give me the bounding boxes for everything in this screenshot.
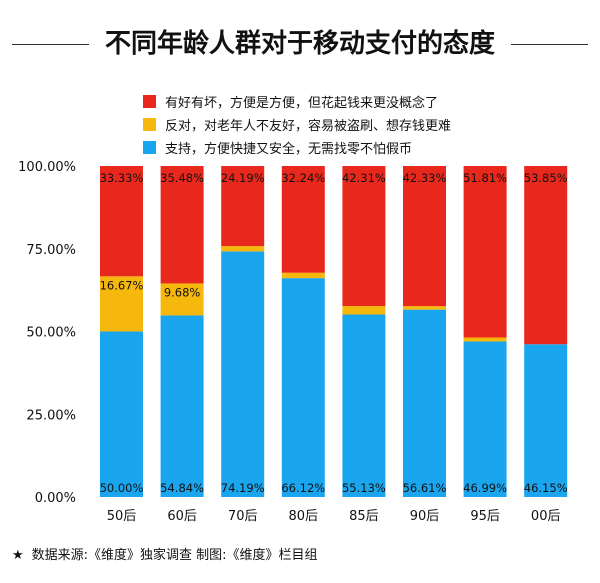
bar-segment bbox=[403, 309, 446, 497]
bar-segment bbox=[524, 166, 568, 345]
data-label: 9.68% bbox=[164, 285, 201, 299]
bar-segment bbox=[160, 315, 204, 497]
y-tick-label: 50.00% bbox=[26, 326, 76, 341]
y-tick-label: 0.00% bbox=[35, 491, 76, 506]
y-tick-label: 25.00% bbox=[26, 408, 76, 423]
data-label: 51.81% bbox=[463, 171, 507, 185]
data-label: 55.13% bbox=[342, 481, 386, 495]
chart-legend: 有好有坏，方便是方便，但花起钱来更没概念了 反对，对老年人不友好，容易被盗刷、想存… bbox=[143, 90, 451, 159]
data-label: 24.19% bbox=[221, 171, 265, 185]
bar-segment bbox=[463, 337, 507, 342]
legend-item: 反对，对老年人不友好，容易被盗刷、想存钱更难 bbox=[143, 113, 451, 136]
x-tick-label: 80后 bbox=[289, 509, 319, 524]
bar-segment bbox=[403, 306, 446, 310]
data-label: 32.24% bbox=[281, 171, 325, 185]
data-label: 74.19% bbox=[221, 481, 265, 495]
x-tick-label: 95后 bbox=[470, 509, 500, 524]
source-footer: ★ 数据来源:《维度》独家调查 制图:《维度》栏目组 bbox=[12, 544, 318, 563]
bar-segment bbox=[221, 166, 265, 247]
x-tick-label: 50后 bbox=[107, 509, 137, 524]
bar-segment bbox=[342, 306, 386, 315]
data-label: 56.61% bbox=[403, 481, 447, 495]
legend-label: 支持，方便快捷又安全，无需找零不怕假币 bbox=[165, 142, 413, 157]
bar-segment bbox=[463, 166, 507, 338]
x-tick-label: 90后 bbox=[410, 509, 440, 524]
data-label: 16.67% bbox=[100, 278, 144, 292]
data-label: 42.33% bbox=[403, 171, 447, 185]
data-label: 46.15% bbox=[524, 481, 568, 495]
data-label: 53.85% bbox=[524, 171, 568, 185]
legend-item: 有好有坏，方便是方便，但花起钱来更没概念了 bbox=[143, 90, 451, 113]
bar-segment bbox=[221, 246, 265, 252]
legend-label: 反对，对老年人不友好，容易被盗刷、想存钱更难 bbox=[165, 119, 452, 134]
footer-text: 数据来源:《维度》独家调查 制图:《维度》栏目组 bbox=[31, 548, 318, 563]
bar-segment bbox=[342, 166, 386, 307]
footer-star-icon: ★ bbox=[12, 548, 24, 563]
data-label: 54.84% bbox=[160, 481, 204, 495]
bar-segment bbox=[160, 166, 204, 284]
bar-segment bbox=[100, 276, 143, 332]
bar-segment bbox=[403, 166, 446, 307]
title-area: 不同年龄人群对于移动支付的态度 bbox=[12, 16, 588, 72]
bar-segment bbox=[463, 341, 507, 497]
data-label: 50.00% bbox=[100, 481, 144, 495]
y-tick-label: 100.00% bbox=[18, 160, 76, 175]
bar-segment bbox=[524, 344, 568, 497]
data-label: 33.33% bbox=[100, 171, 144, 185]
bar-segment bbox=[221, 251, 265, 497]
bar-segment bbox=[100, 166, 143, 277]
x-tick-label: 60后 bbox=[167, 509, 197, 524]
legend-item: 支持，方便快捷又安全，无需找零不怕假币 bbox=[143, 136, 451, 159]
bar-segment bbox=[281, 272, 325, 279]
data-label: 66.12% bbox=[281, 481, 325, 495]
legend-swatch bbox=[143, 95, 156, 108]
chart-title: 不同年龄人群对于移动支付的态度 bbox=[88, 16, 511, 72]
x-tick-label: 85后 bbox=[349, 509, 379, 524]
legend-swatch bbox=[143, 141, 156, 154]
bar-segment bbox=[342, 314, 386, 497]
bar-segment bbox=[281, 278, 325, 497]
x-tick-label: 70后 bbox=[228, 509, 258, 524]
data-label: 46.99% bbox=[463, 481, 507, 495]
x-tick-label: 00后 bbox=[531, 509, 561, 524]
y-tick-label: 75.00% bbox=[26, 243, 76, 258]
data-label: 42.31% bbox=[342, 171, 386, 185]
data-label: 35.48% bbox=[160, 171, 204, 185]
legend-swatch bbox=[143, 118, 156, 131]
legend-label: 有好有坏，方便是方便，但花起钱来更没概念了 bbox=[165, 96, 439, 111]
bar-segment bbox=[281, 166, 325, 273]
bar-segment bbox=[160, 283, 204, 316]
bar-segment bbox=[100, 331, 143, 497]
